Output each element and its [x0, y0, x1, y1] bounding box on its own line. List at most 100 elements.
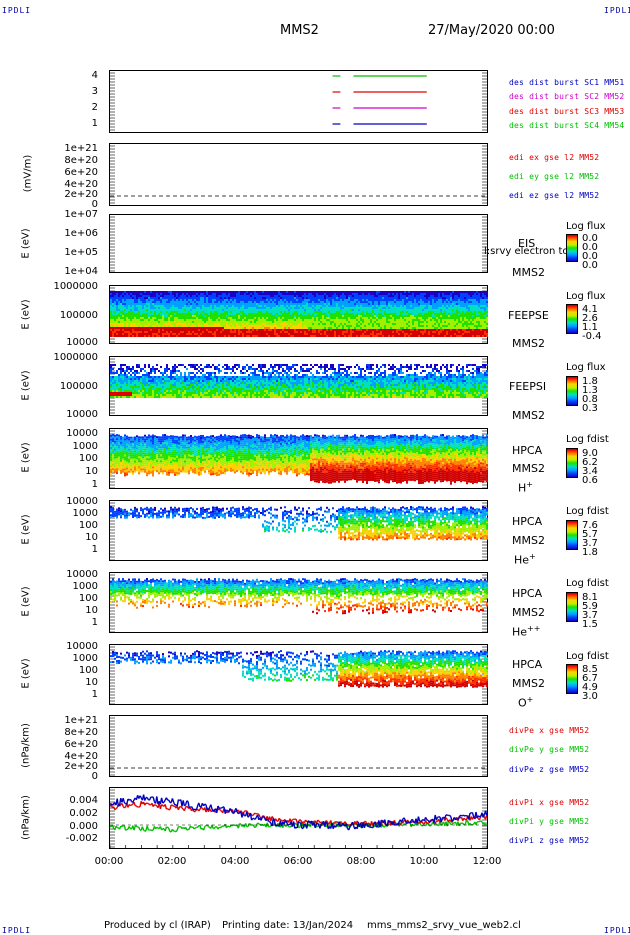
feepse-cell — [314, 297, 316, 299]
feepse-cell — [276, 309, 278, 311]
feepse-cell — [378, 293, 380, 295]
feepse-cell — [302, 309, 304, 311]
feepse-cell — [452, 297, 454, 299]
feepse-cell — [172, 317, 174, 319]
feepse-cell — [482, 315, 484, 317]
feepse-cell — [232, 293, 234, 295]
feepse-cell — [440, 313, 442, 315]
feepse-cell — [306, 313, 308, 315]
feepse-cell — [182, 333, 184, 335]
feepse-cell — [336, 301, 338, 303]
feepse-cell — [424, 309, 426, 311]
feepse-cell — [428, 315, 430, 317]
feepse-cell — [274, 327, 276, 329]
feepse-cell — [346, 309, 348, 311]
feepse-cell — [432, 327, 434, 329]
feepse-cell — [194, 301, 196, 303]
feepse-cell — [428, 297, 430, 299]
feepse-cell — [430, 319, 432, 321]
feepse-cell — [370, 295, 372, 297]
feepse-cell — [288, 331, 290, 333]
feepse-cell — [202, 327, 204, 329]
feepse-cell — [232, 313, 234, 315]
feepse-cell — [138, 315, 140, 317]
feepse-cell — [282, 305, 284, 307]
feepse-cell — [294, 331, 296, 333]
feepse-cell — [118, 325, 120, 327]
feepse-cell — [448, 301, 450, 303]
feepse-cell — [184, 323, 186, 325]
feepse-cell — [196, 317, 198, 319]
feepse-cell — [434, 319, 436, 321]
feepse-cell — [174, 309, 176, 311]
feepse-cell — [358, 313, 360, 315]
feepse-cell — [236, 319, 238, 321]
feepse-cell — [486, 307, 488, 309]
feepse-cell — [410, 305, 412, 307]
feepse-cell — [458, 305, 460, 307]
feepse-cell — [228, 323, 230, 325]
feepse-cell — [192, 291, 194, 293]
feepse-cell — [272, 331, 274, 333]
feepse-cell — [440, 317, 442, 319]
feepse-cell — [216, 319, 218, 321]
feepse-cell — [282, 299, 284, 301]
feepse-cell — [218, 331, 220, 333]
feepse-cell — [460, 291, 462, 293]
feepse-cell — [378, 319, 380, 321]
feepse-cell — [164, 307, 166, 309]
feepse-cell — [400, 317, 402, 319]
feepse-cell — [346, 329, 348, 331]
feepse-cell — [204, 297, 206, 299]
feepse-cell — [368, 313, 370, 315]
feepse-cell — [394, 333, 396, 335]
feepse-cell — [250, 299, 252, 301]
feepsi-cell — [110, 378, 112, 380]
feepse-cell — [424, 325, 426, 327]
feepse-cell — [310, 311, 312, 313]
feepse-cell — [242, 303, 244, 305]
feepse-cell — [340, 321, 342, 323]
feepse-cell — [210, 291, 212, 293]
feepse-cell — [222, 325, 224, 327]
feepse-cell — [140, 325, 142, 327]
feepse-cell — [134, 317, 136, 319]
feepse-cell — [214, 301, 216, 303]
feepse-cell — [126, 315, 128, 317]
feepse-cell — [312, 293, 314, 295]
feepse-cell — [160, 323, 162, 325]
feepse-cell — [276, 299, 278, 301]
feepse-cell — [222, 329, 224, 331]
feepse-cell — [428, 291, 430, 293]
feepse-cell — [156, 325, 158, 327]
feepse-cell — [256, 333, 258, 335]
feepse-cell — [178, 307, 180, 309]
feepse-cell — [466, 313, 468, 315]
feepse-cell — [394, 305, 396, 307]
feepse-cell — [168, 293, 170, 295]
feepse-cell — [396, 309, 398, 311]
feepse-cell — [424, 335, 426, 337]
feepse-cell — [190, 327, 192, 329]
feepse-cell — [288, 327, 290, 329]
feepse-cell — [250, 311, 252, 313]
feepse-cell — [478, 303, 480, 305]
feepse-cell — [234, 333, 236, 335]
feepse-cell — [358, 317, 360, 319]
feepse-cell — [286, 321, 288, 323]
feepse-cell — [384, 293, 386, 295]
feepse-cell — [140, 333, 142, 335]
feepse-cell — [118, 333, 120, 335]
feepse-cell — [272, 307, 274, 309]
feepse-cell — [418, 291, 420, 293]
feepse-cell — [398, 307, 400, 309]
feepse-cell — [148, 327, 150, 329]
feepse-cell — [296, 327, 298, 329]
feepse-cell — [296, 317, 298, 319]
feepse-cell — [140, 301, 142, 303]
feepse-cell — [430, 313, 432, 315]
feepse-cell — [272, 291, 274, 293]
feepse-cell — [136, 293, 138, 295]
feepse-cell — [128, 317, 130, 319]
feepse-cell — [426, 303, 428, 305]
